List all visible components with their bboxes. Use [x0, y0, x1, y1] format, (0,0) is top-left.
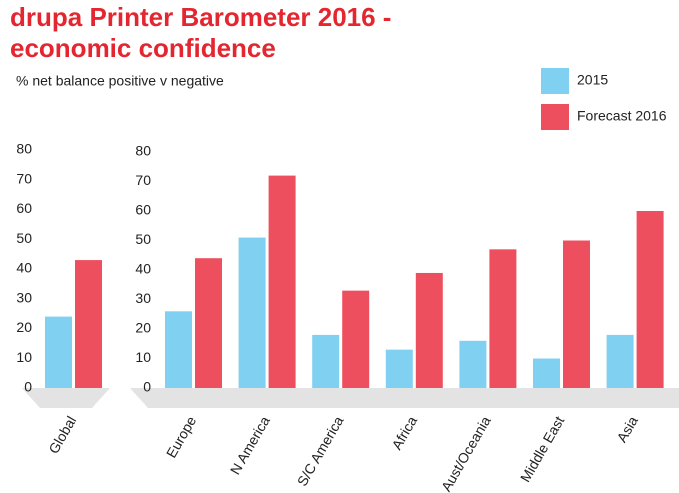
y-tick-label: 20 [16, 319, 32, 335]
bar [606, 334, 634, 388]
x-tick-label: N America [227, 413, 273, 477]
bar [636, 211, 664, 388]
subtitle: % net balance positive v negative [16, 73, 224, 89]
bar [342, 290, 370, 388]
bar [268, 175, 296, 388]
bar [238, 237, 266, 388]
y-tick-label: 70 [16, 170, 32, 186]
y-tick-label: 60 [135, 202, 151, 218]
x-tick-label: Africa [388, 413, 420, 452]
y-tick-label: 40 [135, 261, 151, 277]
y-tick-label: 0 [143, 379, 151, 395]
y-tick-label: 50 [16, 230, 32, 246]
legend-swatch [541, 104, 569, 130]
y-tick-label: 20 [135, 320, 151, 336]
legend-label: 2015 [577, 72, 608, 88]
x-tick-label: Asia [613, 413, 641, 445]
floor [130, 388, 679, 408]
y-tick-label: 60 [16, 200, 32, 216]
y-tick-label: 0 [24, 379, 32, 395]
bar [459, 340, 487, 388]
x-tick-label: Europe [163, 413, 200, 460]
legend-label: Forecast 2016 [577, 108, 667, 124]
x-tick-label: S/C America [294, 413, 347, 489]
y-tick-label: 80 [135, 143, 151, 159]
bar [415, 272, 443, 388]
chart-title: drupa Printer Barometer 2016 - economic … [10, 2, 392, 63]
y-tick-label: 40 [16, 260, 32, 276]
y-tick-label: 50 [135, 231, 151, 247]
y-tick-label: 30 [135, 290, 151, 306]
bar [533, 358, 560, 388]
legend-swatch [541, 68, 569, 94]
x-tick-label: Global [45, 413, 79, 456]
bar [312, 334, 340, 388]
y-tick-label: 10 [16, 349, 32, 365]
y-tick-label: 10 [135, 349, 151, 365]
bar [563, 240, 590, 388]
bar [489, 249, 517, 388]
y-tick-label: 70 [135, 172, 151, 188]
y-tick-label: 30 [16, 289, 32, 305]
bar [45, 316, 72, 388]
bar [165, 311, 192, 388]
bar [75, 260, 102, 388]
x-tick-label: Aust/Oceania [438, 413, 494, 493]
bar [385, 349, 413, 388]
floor [22, 388, 110, 408]
bar [195, 258, 222, 388]
x-tick-label: Middle East [517, 413, 567, 484]
y-tick-label: 80 [16, 141, 32, 157]
